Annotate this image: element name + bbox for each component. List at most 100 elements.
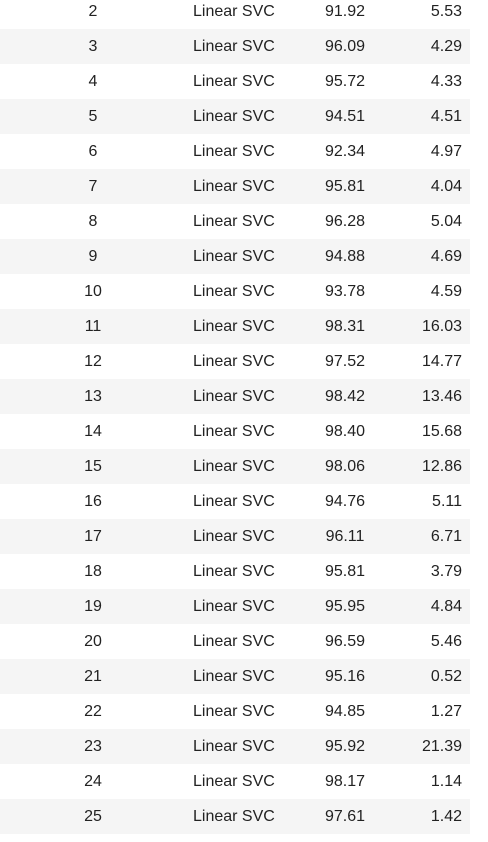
- model-name-cell: Linear SVC: [193, 703, 275, 720]
- time-cell: 4.59: [430, 283, 462, 300]
- accuracy-cell: 95.95: [324, 598, 366, 615]
- accuracy-cell: 96.59: [324, 633, 366, 650]
- accuracy-cell: 95.16: [324, 668, 366, 685]
- time-cell: 4.51: [430, 108, 462, 125]
- row-index-cell: 9: [88, 248, 98, 265]
- time-cell: 5.46: [430, 633, 462, 650]
- table-row: 15 Linear SVC 98.06 12.86: [0, 449, 470, 484]
- table-row: 10 Linear SVC 93.78 4.59: [0, 274, 470, 309]
- row-index-cell: 19: [84, 598, 102, 615]
- time-cell: 0.52: [430, 668, 462, 685]
- row-index-cell: 11: [84, 318, 102, 335]
- time-cell: 12.86: [421, 458, 462, 475]
- time-cell: 5.53: [430, 3, 462, 20]
- accuracy-cell: 95.81: [324, 178, 366, 195]
- results-table: 2 Linear SVC 91.92 5.53 3 Linear SVC 96.09 4.29…: [0, 0, 470, 834]
- accuracy-cell: 97.52: [324, 353, 366, 370]
- row-index-cell: 5: [88, 108, 98, 125]
- accuracy-cell: 97.61: [324, 808, 366, 825]
- table-row: 6 Linear SVC 92.34 4.97: [0, 134, 470, 169]
- table-row: 25 Linear SVC 97.61 1.42: [0, 799, 470, 834]
- table-row: 9 Linear SVC 94.88 4.69: [0, 239, 470, 274]
- accuracy-cell: 95.81: [324, 563, 366, 580]
- accuracy-cell: 98.31: [324, 318, 366, 335]
- model-name-cell: Linear SVC: [193, 738, 275, 755]
- model-name-cell: Linear SVC: [193, 213, 275, 230]
- model-name-cell: Linear SVC: [193, 73, 275, 90]
- row-index-cell: 23: [84, 738, 102, 755]
- table-row: 20 Linear SVC 96.59 5.46: [0, 624, 470, 659]
- accuracy-cell: 91.92: [324, 3, 366, 20]
- time-cell: 4.29: [430, 38, 462, 55]
- accuracy-cell: 95.92: [324, 738, 366, 755]
- accuracy-cell: 93.78: [324, 283, 366, 300]
- row-index-cell: 6: [88, 143, 98, 160]
- table-row: 21 Linear SVC 95.16 0.52: [0, 659, 470, 694]
- row-index-cell: 3: [88, 38, 98, 55]
- row-index-cell: 13: [84, 388, 102, 405]
- row-index-cell: 24: [84, 773, 102, 790]
- time-cell: 4.84: [430, 598, 462, 615]
- model-name-cell: Linear SVC: [193, 808, 275, 825]
- model-name-cell: Linear SVC: [193, 773, 275, 790]
- model-name-cell: Linear SVC: [193, 528, 275, 545]
- time-cell: 3.79: [430, 563, 462, 580]
- accuracy-cell: 98.06: [324, 458, 366, 475]
- model-name-cell: Linear SVC: [193, 38, 275, 55]
- row-index-cell: 25: [84, 808, 102, 825]
- model-name-cell: Linear SVC: [193, 353, 275, 370]
- row-index-cell: 10: [84, 283, 102, 300]
- accuracy-cell: 94.85: [324, 703, 366, 720]
- model-name-cell: Linear SVC: [193, 3, 275, 20]
- row-index-cell: 22: [84, 703, 102, 720]
- model-name-cell: Linear SVC: [193, 458, 275, 475]
- time-cell: 5.11: [432, 493, 462, 510]
- row-index-cell: 20: [84, 633, 102, 650]
- model-name-cell: Linear SVC: [193, 563, 275, 580]
- time-cell: 4.69: [430, 248, 462, 265]
- table-row: 2 Linear SVC 91.92 5.53: [0, 0, 470, 29]
- accuracy-cell: 98.40: [324, 423, 366, 440]
- time-cell: 16.03: [421, 318, 462, 335]
- time-cell: 4.97: [430, 143, 462, 160]
- table-row: 14 Linear SVC 98.40 15.68: [0, 414, 470, 449]
- accuracy-cell: 96.11: [325, 528, 365, 545]
- row-index-cell: 21: [84, 668, 102, 685]
- time-cell: 21.39: [421, 738, 462, 755]
- row-index-cell: 18: [84, 563, 102, 580]
- accuracy-cell: 92.34: [324, 143, 366, 160]
- time-cell: 13.46: [421, 388, 462, 405]
- accuracy-cell: 96.09: [324, 38, 366, 55]
- model-name-cell: Linear SVC: [193, 388, 275, 405]
- table-row: 19 Linear SVC 95.95 4.84: [0, 589, 470, 624]
- model-name-cell: Linear SVC: [193, 423, 275, 440]
- model-name-cell: Linear SVC: [193, 633, 275, 650]
- row-index-cell: 4: [88, 73, 98, 90]
- time-cell: 4.33: [430, 73, 462, 90]
- table-row: 18 Linear SVC 95.81 3.79: [0, 554, 470, 589]
- row-index-cell: 16: [84, 493, 102, 510]
- row-index-cell: 7: [88, 178, 98, 195]
- accuracy-cell: 98.17: [324, 773, 366, 790]
- table-row: 23 Linear SVC 95.92 21.39: [0, 729, 470, 764]
- row-index-cell: 15: [84, 458, 102, 475]
- time-cell: 4.04: [430, 178, 462, 195]
- table-row: 22 Linear SVC 94.85 1.27: [0, 694, 470, 729]
- accuracy-cell: 95.72: [324, 73, 366, 90]
- row-index-cell: 12: [84, 353, 102, 370]
- table-row: 11 Linear SVC 98.31 16.03: [0, 309, 470, 344]
- table-row: 17 Linear SVC 96.11 6.71: [0, 519, 470, 554]
- row-index-cell: 8: [88, 213, 98, 230]
- table-row: 24 Linear SVC 98.17 1.14: [0, 764, 470, 799]
- table-row: 3 Linear SVC 96.09 4.29: [0, 29, 470, 64]
- model-name-cell: Linear SVC: [193, 108, 275, 125]
- model-name-cell: Linear SVC: [193, 178, 275, 195]
- table-row: 5 Linear SVC 94.51 4.51: [0, 99, 470, 134]
- accuracy-cell: 96.28: [324, 213, 366, 230]
- accuracy-cell: 94.76: [324, 493, 366, 510]
- model-name-cell: Linear SVC: [193, 318, 275, 335]
- time-cell: 15.68: [421, 423, 462, 440]
- table-row: 12 Linear SVC 97.52 14.77: [0, 344, 470, 379]
- accuracy-cell: 94.51: [324, 108, 366, 125]
- time-cell: 1.14: [430, 773, 462, 790]
